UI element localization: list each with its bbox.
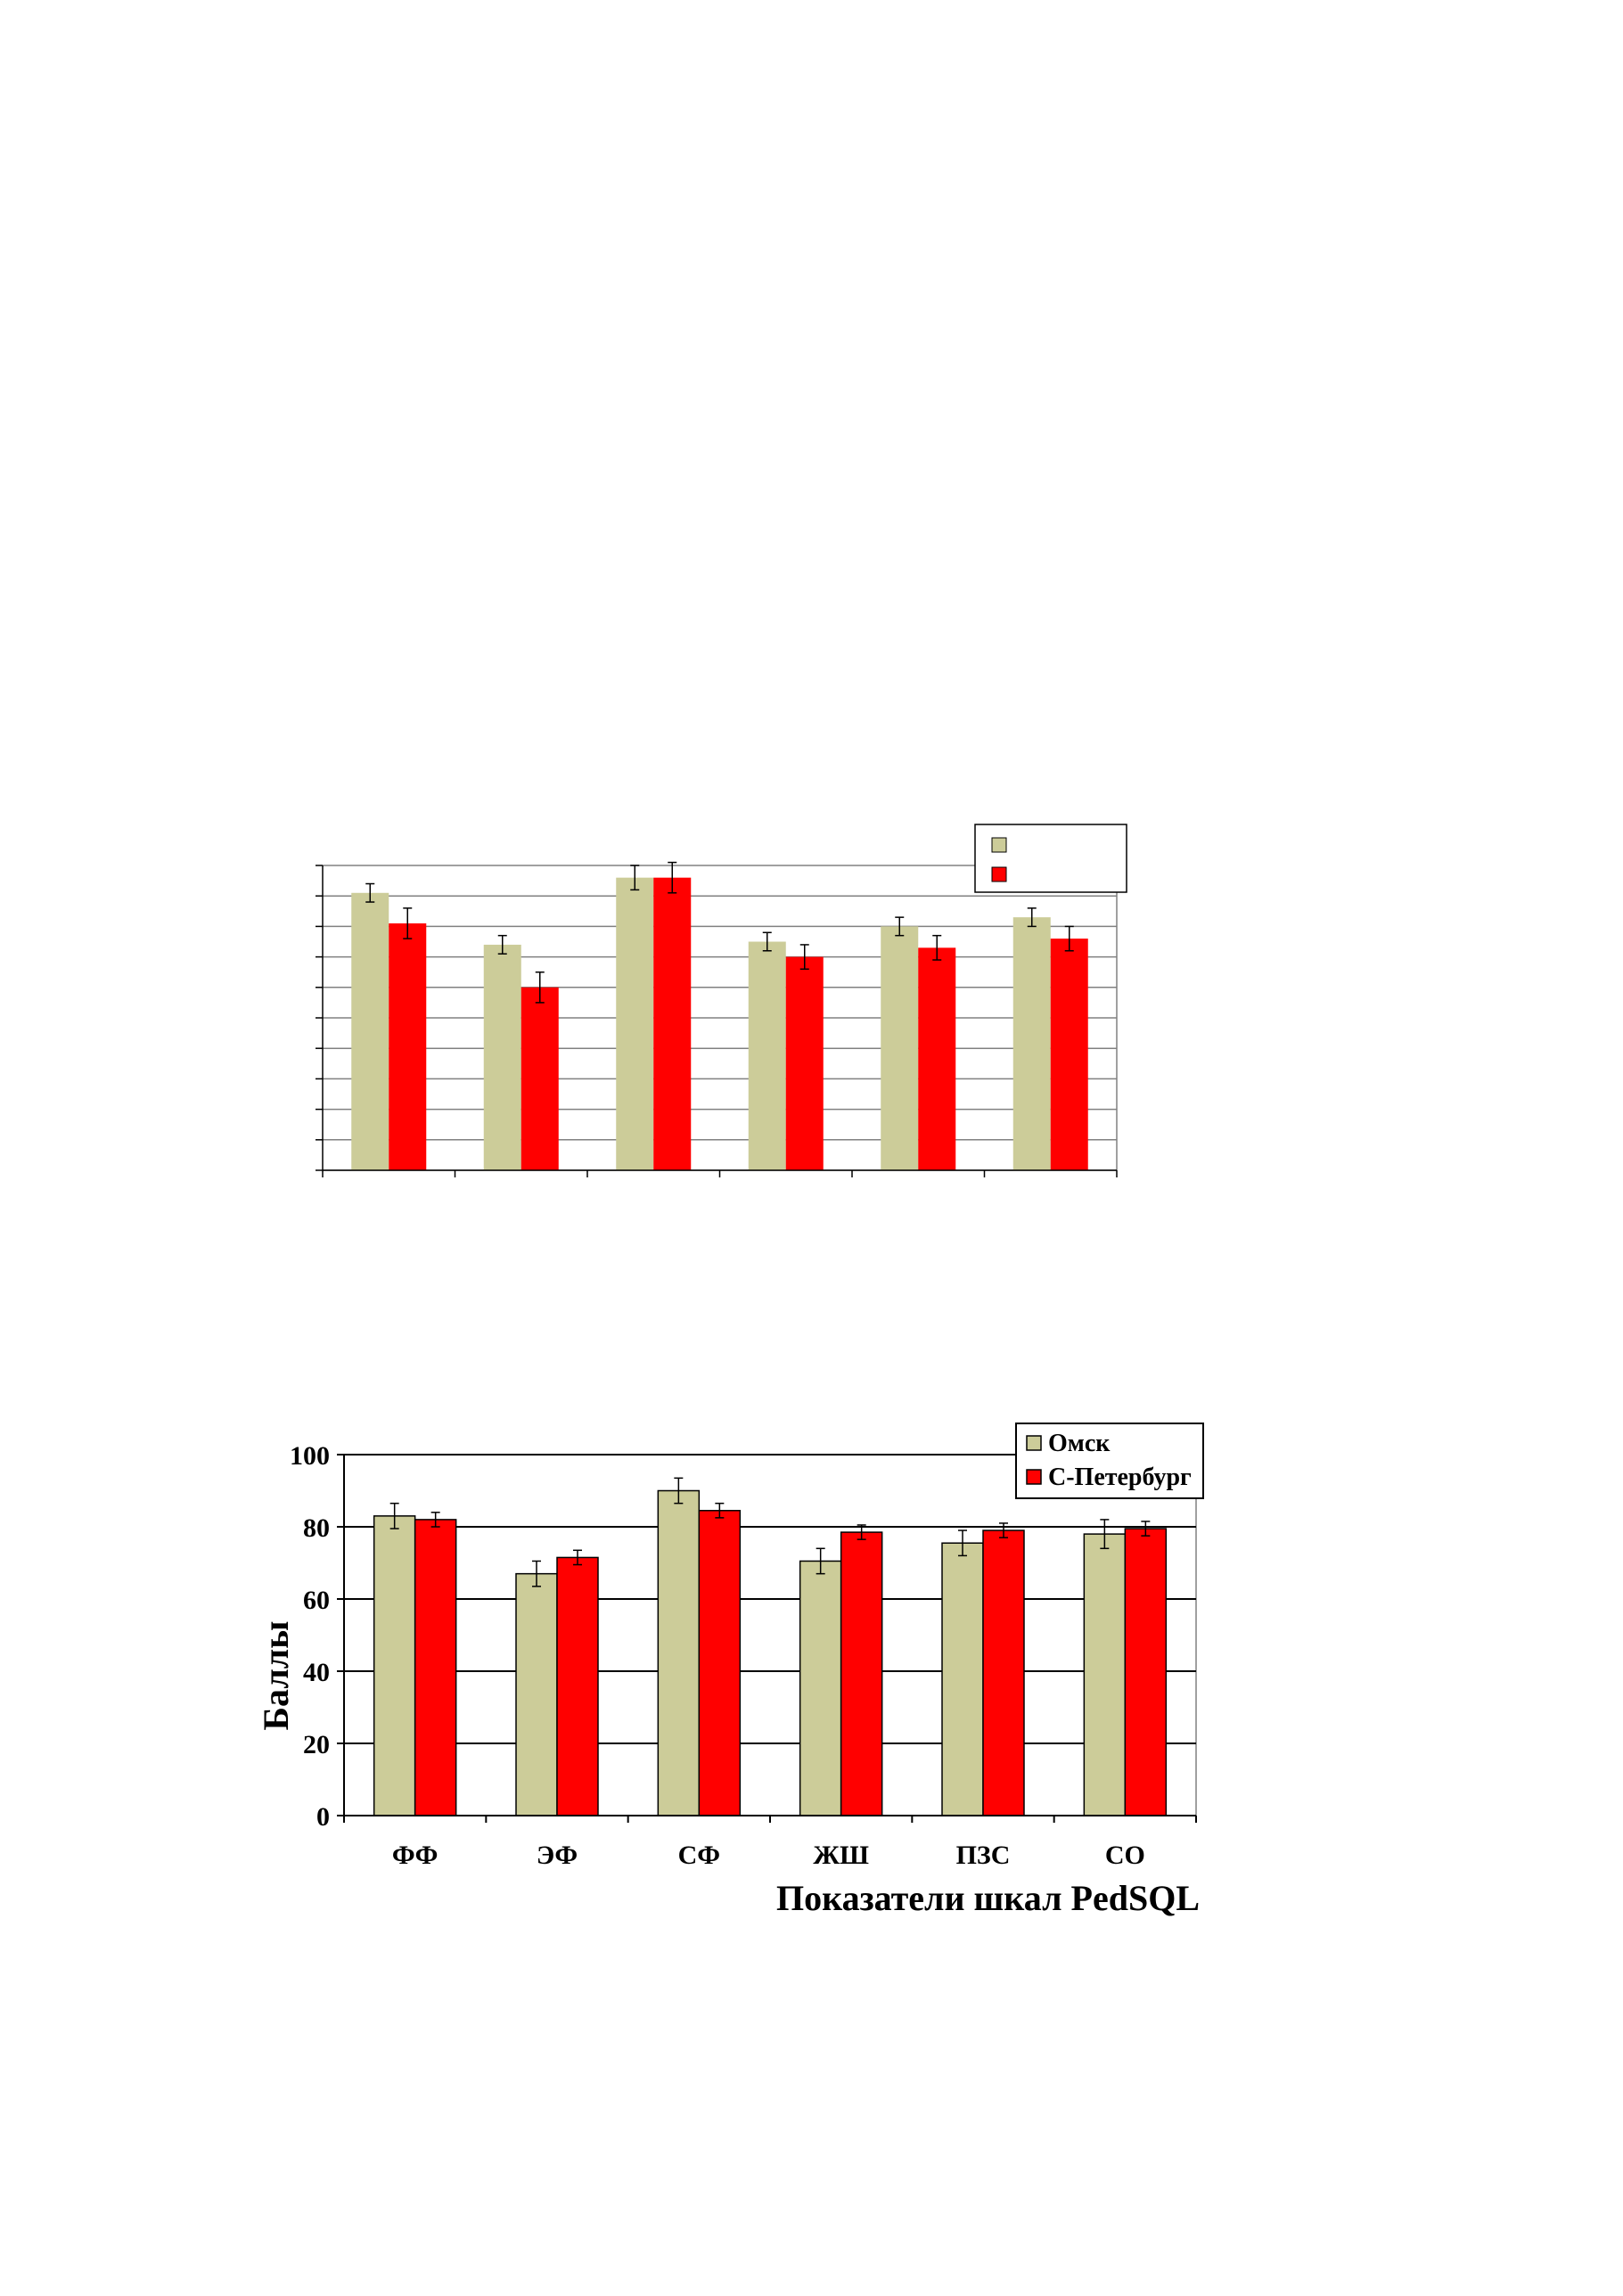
bar [351, 892, 389, 1170]
bar [840, 1531, 883, 1816]
chart-2-legend-swatch-omsk [1026, 1435, 1042, 1451]
bar [698, 1510, 742, 1816]
bar [1083, 1533, 1127, 1816]
bar [1050, 939, 1088, 1170]
chart-2-gridlines [344, 1454, 1197, 1816]
bar [748, 941, 786, 1170]
chart-2-y-tick-labels: 0 20 40 60 80 100 [290, 1441, 330, 1832]
chart-2-legend-label-omsk: Омск [1048, 1430, 1111, 1457]
bar [941, 1542, 984, 1816]
chart-2-category-labels: ФФ ЭФ СФ ЖШ ПЗС СО [392, 1841, 1145, 1870]
y-tick-label: 0 [316, 1802, 330, 1832]
chart-1-legend-frame [974, 824, 1127, 893]
category-label: ПЗС [956, 1841, 1011, 1870]
bar [483, 944, 521, 1170]
bar [414, 1519, 457, 1816]
bar [389, 922, 427, 1170]
y-tick-label: 20 [303, 1730, 330, 1759]
y-tick-label: 80 [303, 1513, 330, 1543]
chart-2-y-axis-title: Баллы [256, 1621, 296, 1731]
category-label: СФ [678, 1841, 720, 1870]
chart-2-legend-label-spb: С-Петербург [1048, 1464, 1192, 1491]
chart-2: 0 20 40 60 80 100 ФФ ЭФ СФ ЖШ ПЗС СО Баллы Показат… [256, 1423, 1204, 1918]
chart-2-bars [373, 1477, 1168, 1816]
bar [982, 1529, 1025, 1816]
category-label: ЭФ [537, 1841, 578, 1870]
bar [881, 926, 919, 1170]
bar [1012, 917, 1051, 1170]
chart-2-legend-swatch-spb [1026, 1469, 1042, 1485]
chart-1-axes [316, 865, 1118, 1177]
y-tick-label: 40 [303, 1658, 330, 1687]
bar [799, 1560, 842, 1816]
bar [657, 1489, 701, 1816]
category-label: ЖШ [813, 1841, 869, 1870]
chart-1-legend-swatch-spb [991, 866, 1007, 882]
chart-2-legend-frame [1015, 1423, 1204, 1499]
category-label: ФФ [392, 1841, 439, 1870]
bar [515, 1572, 558, 1816]
chart-2-x-axis-title: Показатели шкал PedSQL [776, 1878, 1200, 1918]
bar [918, 947, 956, 1170]
bar [1124, 1528, 1168, 1816]
chart-1-legend [974, 824, 1127, 893]
y-tick-label: 100 [290, 1441, 330, 1471]
chart-1-gridlines [323, 865, 1118, 1171]
chart-1 [316, 824, 1127, 1177]
bar [785, 956, 824, 1170]
category-label: СО [1105, 1841, 1145, 1870]
chart-1-legend-swatch-omsk [991, 837, 1007, 853]
bar [653, 877, 692, 1170]
chart-1-bars [351, 861, 1088, 1170]
bar [556, 1556, 599, 1816]
bar [521, 987, 559, 1170]
y-tick-label: 60 [303, 1586, 330, 1615]
bar [373, 1515, 416, 1816]
chart-2-axes [337, 1454, 1197, 1823]
bar [616, 877, 654, 1170]
chart-2-legend: Омск С-Петербург [1015, 1423, 1204, 1499]
